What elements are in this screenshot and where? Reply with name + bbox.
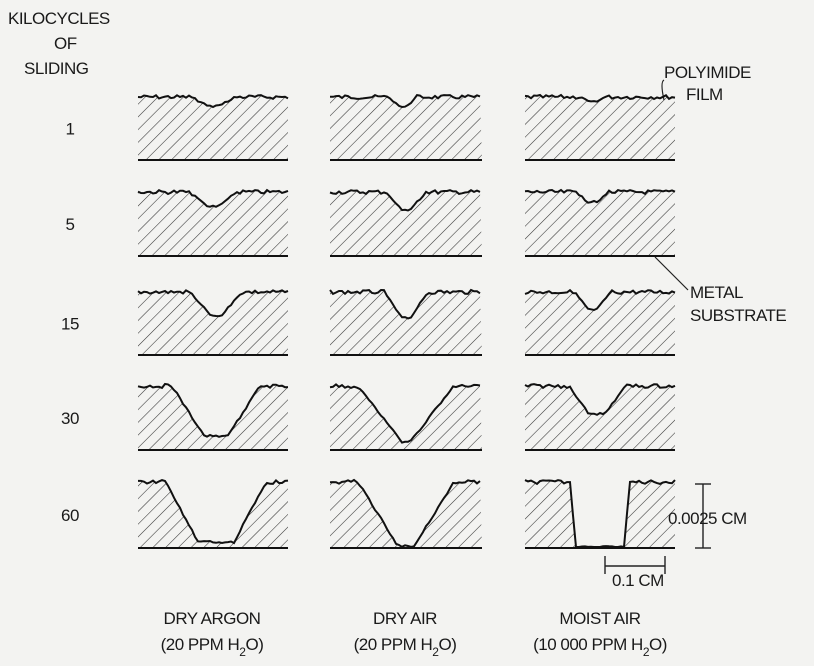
row-label: 5 [66,215,75,234]
hatched-substrate [525,95,675,160]
annotation: POLYIMIDE [664,63,751,82]
condition-text: O) [438,635,456,654]
column-label: DRY ARGON [164,609,261,628]
row-label: 30 [61,409,79,428]
condition-text: (20 PPM H [354,635,433,654]
row-header: OF [54,34,77,53]
figure: KILOCYCLES OF SLIDING POLYIMIDE FILM MET… [0,0,814,666]
row-label: 1 [66,120,75,139]
row-label: 15 [61,315,79,334]
row-label: 60 [61,506,79,525]
row-header: KILOCYCLES [8,9,110,28]
scale-label: 0.1 CM [612,571,664,590]
annotation: FILM [686,85,723,104]
condition-text: (20 PPM H [161,635,240,654]
condition-text: O) [245,635,263,654]
column-label: MOIST AIR [559,609,640,628]
scale-label: 0.0025 CM [668,509,747,528]
condition-text: O) [649,635,667,654]
annotation: METAL [690,283,743,302]
annotation: SUBSTRATE [690,306,786,325]
condition-text: (10 000 PPM H [533,635,643,654]
column-label: DRY AIR [373,609,437,628]
row-header: SLIDING [24,59,89,78]
